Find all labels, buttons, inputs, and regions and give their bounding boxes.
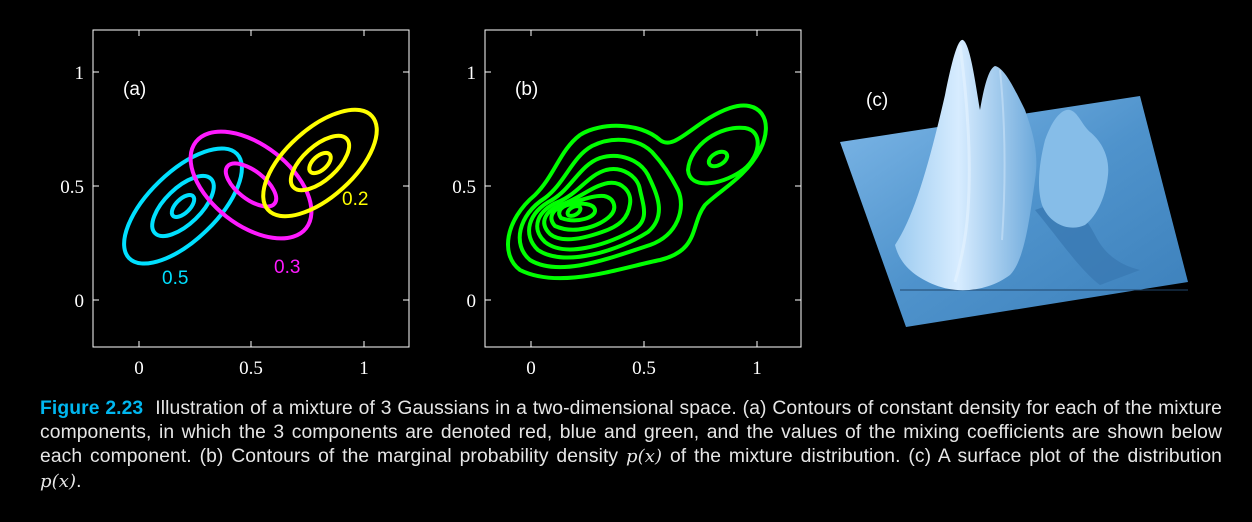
panel-a-xtick-2: 1 [359,358,369,379]
coef-label-yellow: 0.2 [342,189,368,210]
panel-a-xtick-0: 0 [134,358,144,379]
caption-text-3: . [76,470,82,492]
panel-b-xtick-1: 0.5 [632,358,656,379]
panel-a-xtick-1: 0.5 [239,358,263,379]
panel-b-ytick-05: 0.5 [452,177,476,198]
component-yellow-contours [261,107,379,219]
caption-text-1: Illustration of a mixture of 3 Gaussians… [40,398,1222,468]
coef-label-magenta: 0.3 [274,257,300,278]
figure-label: Figure 2.23 [40,398,144,419]
surface-main-peak [895,39,1037,291]
panel-a-ytick-05: 0.5 [60,177,84,198]
coef-label-cyan: 0.5 [162,268,188,289]
marginal-density-contours [506,103,768,281]
panel-b-ytick-0: 0 [467,291,477,312]
panel-c-label: (c) [866,90,888,111]
surface-ridge [953,44,971,283]
panel-b-label: (b) [515,79,538,100]
figure-caption: Figure 2.23 Illustration of a mixture of … [40,397,1222,494]
panel-a-ytick-0: 0 [75,291,85,312]
panel-b: 0 0.5 1 1 0.5 0 (b) [452,29,802,379]
panel-a: 0 0.5 1 1 0.5 0 (a) 0.5 0.3 0.2 [60,29,410,379]
panel-b-frame [484,29,802,348]
component-magenta-contours [188,129,314,241]
component-cyan-contours [122,146,244,266]
panel-b-xtick-0: 0 [526,358,536,379]
caption-math-2: p(x) [40,470,77,492]
figure-panels: 0 0.5 1 1 0.5 0 (a) 0.5 0.3 0.2 [60,29,1188,379]
caption-text-2: of the mixture distribution. (c) A surfa… [669,446,1222,468]
panel-c: (c) [840,39,1188,327]
panel-a-ytick-1: 1 [75,63,85,84]
panel-b-xtick-2: 1 [752,358,762,379]
panel-a-label: (a) [123,79,146,100]
panel-b-ytick-1: 1 [467,63,477,84]
panel-a-frame [92,29,410,348]
caption-math-1: p(x) [626,446,663,468]
surface-second-peak [1038,109,1109,228]
